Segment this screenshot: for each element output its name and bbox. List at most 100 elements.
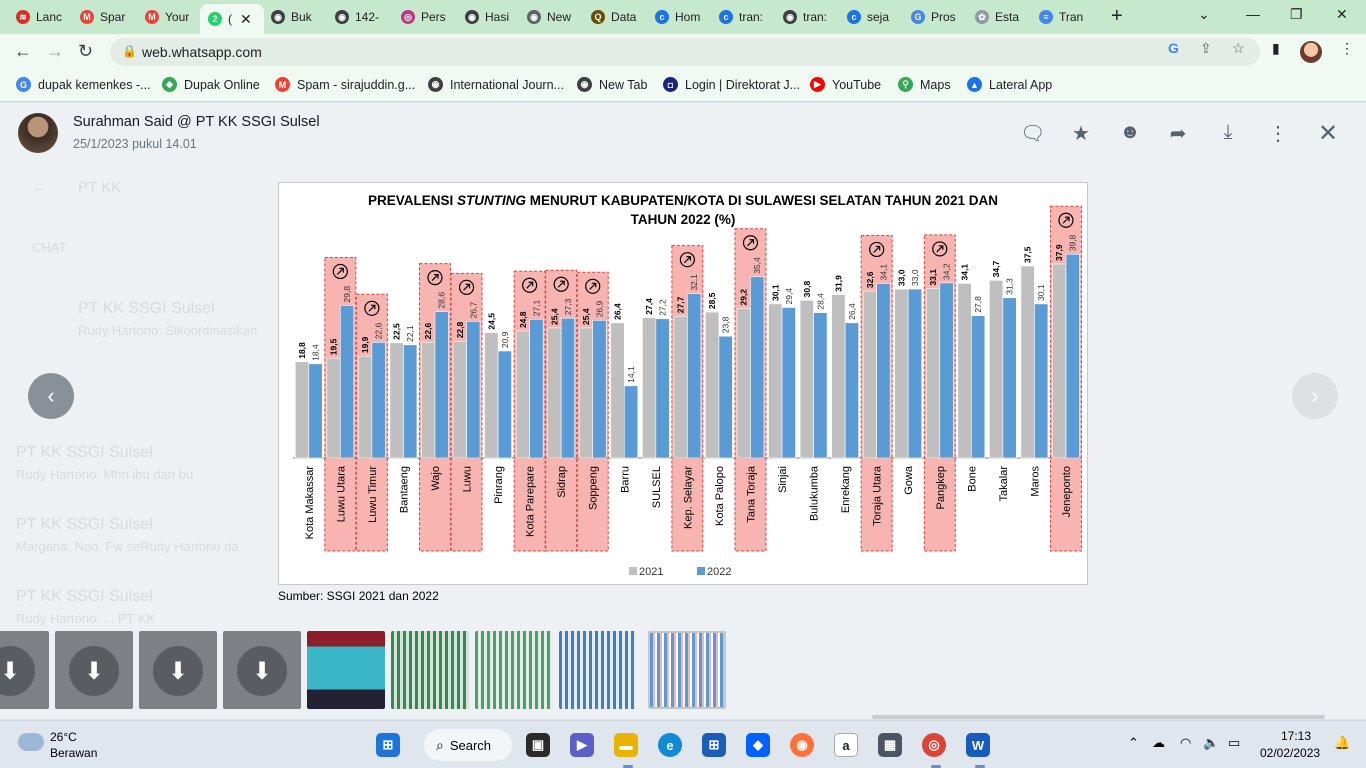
star-icon[interactable]: ★: [1072, 123, 1090, 145]
weather-description[interactable]: Berawan: [50, 746, 98, 760]
close-viewer-icon[interactable]: ✕: [1317, 120, 1339, 147]
file-explorer-icon[interactable]: ▬: [614, 733, 638, 757]
back-icon[interactable]: ←: [14, 41, 32, 61]
url-text[interactable]: web.whatsapp.com: [142, 44, 262, 60]
bookmark-item[interactable]: ▶ YouTube: [810, 77, 881, 92]
weather-cloud-icon[interactable]: [18, 733, 44, 751]
media-thumbnail[interactable]: [559, 631, 637, 709]
word-icon[interactable]: W: [966, 733, 990, 757]
browser-tab[interactable]: ◉ New: [523, 4, 583, 30]
browser-tab[interactable]: c seja: [843, 4, 903, 30]
bar-2021: [736, 308, 751, 459]
chrome-icon[interactable]: ◎: [922, 733, 946, 757]
thumbnail-scrollbar[interactable]: [872, 715, 1325, 719]
google-lens-icon[interactable]: G: [1168, 40, 1179, 56]
side-panel-icon[interactable]: ▮: [1272, 40, 1280, 56]
tab-search-icon[interactable]: ⌄: [1198, 6, 1210, 22]
tab-favicon-icon: c: [655, 10, 669, 24]
media-thumbnail[interactable]: ⬇: [223, 631, 301, 709]
share-icon[interactable]: ⇪: [1200, 40, 1212, 56]
new-tab-button[interactable]: +: [1111, 5, 1123, 27]
windows-start-icon[interactable]: ⊞: [376, 733, 400, 757]
browser-tab[interactable]: c tran:: [715, 4, 775, 30]
forward-icon[interactable]: →: [46, 41, 64, 61]
browser-tab[interactable]: ◉ tran:: [779, 4, 839, 30]
browser-tab[interactable]: ◎ Pers: [397, 4, 457, 30]
react-emoji-icon[interactable]: ☻: [1119, 121, 1141, 143]
media-thumbnail[interactable]: ⬇: [55, 631, 133, 709]
bookmark-item[interactable]: ◘ Login | Direktorat J...: [663, 77, 800, 92]
browser-tab[interactable]: ≡ Tran: [1035, 4, 1095, 30]
media-thumbnail[interactable]: [307, 631, 385, 709]
dropbox-icon[interactable]: ◆: [746, 733, 770, 757]
download-icon[interactable]: ⬇: [69, 646, 119, 696]
clock-time[interactable]: 17:13: [1281, 729, 1312, 743]
browser-tab[interactable]: c Hom: [651, 4, 711, 30]
edge-icon[interactable]: e: [658, 733, 682, 757]
browser-tab[interactable]: M Spar: [76, 4, 136, 30]
sender-avatar[interactable]: [18, 113, 58, 153]
media-thumbnail[interactable]: [391, 631, 469, 709]
bookmark-item[interactable]: ▲ Lateral App: [967, 77, 1052, 92]
forward-icon[interactable]: ➦: [1169, 123, 1187, 145]
bookmark-item[interactable]: M Spam - sirajuddin.g...: [275, 77, 415, 92]
address-bar[interactable]: 🔒 web.whatsapp.com: [110, 38, 1260, 66]
notification-icon[interactable]: 🔔: [1334, 735, 1351, 750]
chrome-menu-icon[interactable]: ⋮: [1340, 40, 1354, 56]
reload-icon[interactable]: ↻: [78, 41, 94, 61]
bar-2022: [340, 305, 355, 459]
browser-tab[interactable]: ≋ Lanc: [12, 4, 72, 30]
minimize-icon[interactable]: —: [1246, 6, 1260, 22]
tab-title: Esta: [995, 10, 1020, 24]
profile-avatar[interactable]: [1300, 41, 1322, 63]
bookmark-item[interactable]: ⚲ Maps: [898, 77, 951, 92]
close-window-icon[interactable]: ✕: [1336, 6, 1348, 22]
microsoft-store-icon[interactable]: ⊞: [702, 733, 726, 757]
tray-overflow-icon[interactable]: ⌃: [1128, 735, 1139, 750]
browser-tab[interactable]: ✿ Esta: [971, 4, 1031, 30]
data-label: 30,8: [802, 281, 812, 298]
weather-temperature[interactable]: 26°C: [50, 730, 77, 744]
tab-title: Buk: [291, 10, 312, 24]
download-icon[interactable]: ⬇: [0, 646, 35, 696]
download-icon[interactable]: ⬇: [237, 646, 287, 696]
previous-media-button[interactable]: ‹: [28, 373, 74, 419]
bookmark-item[interactable]: ◆ Dupak Online: [162, 77, 260, 92]
close-tab-icon[interactable]: ✕: [240, 10, 252, 27]
browser-tab[interactable]: ◉ Buk: [267, 4, 327, 30]
bookmark-star-icon[interactable]: ☆: [1232, 40, 1245, 56]
media-thumbnail[interactable]: ⬇: [139, 631, 217, 709]
media-thumbnail[interactable]: ⬇: [0, 631, 49, 709]
browser-tab[interactable]: M Your: [141, 4, 201, 30]
volume-icon[interactable]: 🔈: [1203, 735, 1220, 750]
browser-tab[interactable]: ◉ 142-: [331, 4, 391, 30]
wifi-icon[interactable]: ◠: [1180, 735, 1192, 750]
battery-icon[interactable]: ▭: [1228, 735, 1241, 750]
browser-tab[interactable]: G Pros: [907, 4, 967, 30]
category-label: Wajo: [430, 466, 442, 491]
media-thumbnail[interactable]: [475, 631, 553, 709]
teams-chat-icon[interactable]: ▶: [570, 733, 594, 757]
amazon-icon[interactable]: a: [834, 733, 858, 757]
apps-grid-icon[interactable]: ▦: [878, 733, 902, 757]
maximize-icon[interactable]: ❐: [1290, 6, 1303, 22]
more-options-icon[interactable]: ⋮: [1268, 123, 1288, 145]
task-view-icon[interactable]: ▣: [526, 733, 550, 757]
onedrive-icon[interactable]: ☁: [1152, 735, 1165, 750]
browser-tab[interactable]: 2 (✕: [200, 4, 264, 34]
download-icon[interactable]: ⤓: [1223, 121, 1233, 143]
trend-up-icon: [683, 256, 691, 264]
bookmark-item[interactable]: ◉ New Tab: [577, 77, 647, 92]
media-thumbnail-selected[interactable]: [648, 631, 726, 709]
next-media-button[interactable]: ›: [1292, 373, 1338, 419]
browser-tab[interactable]: ◉ Hasi: [461, 4, 521, 30]
bar-2021: [925, 288, 941, 459]
download-icon[interactable]: ⬇: [153, 646, 203, 696]
firefox-icon[interactable]: ◉: [790, 733, 814, 757]
bookmark-item[interactable]: ◉ International Journ...: [428, 77, 564, 92]
clock-date[interactable]: 02/02/2023: [1260, 746, 1321, 760]
go-to-message-icon[interactable]: 🗨: [1020, 123, 1046, 145]
browser-tab[interactable]: Q Data: [587, 4, 647, 30]
taskbar-search[interactable]: ⌕ Search: [424, 729, 512, 761]
